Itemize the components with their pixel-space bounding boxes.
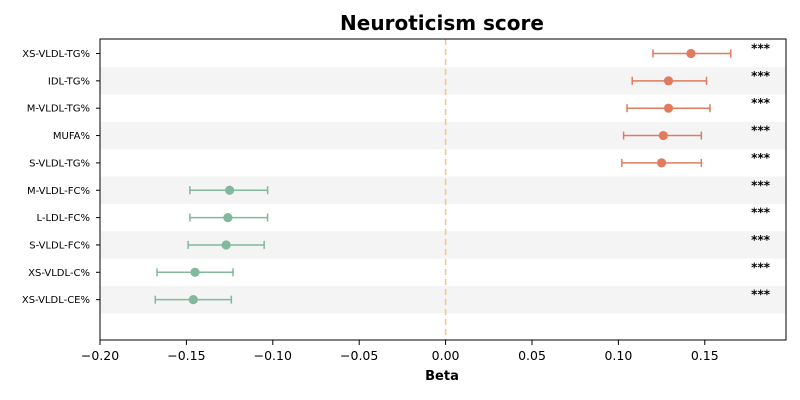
beta-point — [686, 48, 696, 59]
y-tick-label: M-VLDL-TG% — [27, 104, 90, 115]
x-tick-label: −0.10 — [254, 348, 292, 363]
x-tick-label: −0.05 — [340, 348, 378, 363]
y-tick-label: IDL-TG% — [48, 76, 90, 87]
significance-label: *** — [751, 206, 771, 220]
y-tick-label: S-VLDL-FC% — [29, 240, 90, 251]
significance-label: *** — [751, 178, 771, 192]
significance-label: *** — [751, 151, 771, 165]
x-tick-label: −0.15 — [167, 348, 205, 363]
beta-point — [223, 213, 233, 223]
beta-point — [658, 130, 668, 141]
significance-label: *** — [751, 69, 771, 83]
x-tick-label: 0.05 — [518, 348, 546, 363]
significance-label: *** — [751, 96, 771, 110]
beta-point — [190, 267, 200, 277]
y-tick-label: L-LDL-FC% — [36, 213, 90, 224]
y-tick-label: XS-VLDL-CE% — [22, 295, 90, 306]
chart-title: Neuroticism score — [340, 11, 544, 35]
significance-label: *** — [751, 288, 771, 302]
y-tick-label: XS-VLDL-TG% — [22, 49, 90, 60]
plot-frame — [99, 38, 787, 341]
significance-label: *** — [751, 124, 771, 138]
significance-label: *** — [751, 42, 771, 56]
beta-point — [663, 103, 674, 113]
significance-label: *** — [751, 260, 771, 274]
y-tick-label: XS-VLDL-C% — [28, 268, 90, 279]
x-tick-label: 0.00 — [432, 348, 460, 363]
x-tick-label: 0.10 — [604, 348, 632, 363]
beta-point — [224, 185, 235, 195]
beta-point — [663, 76, 674, 86]
data-marks — [154, 48, 732, 305]
x-tick-label: 0.15 — [691, 348, 719, 363]
y-axis: XS-VLDL-TG% IDL-TG% M-VLDL-TG% MUFA% S-VLDL-… — [22, 49, 100, 306]
beta-point — [656, 158, 667, 168]
beta-point — [221, 240, 231, 250]
y-tick-label: S-VLDL-TG% — [29, 158, 90, 169]
y-tick-label: M-VLDL-FC% — [27, 186, 90, 197]
significance-label: *** — [751, 233, 771, 247]
significance-labels: *** *** *** *** *** *** *** *** *** *** — [751, 42, 771, 302]
x-tick-label: −0.20 — [81, 348, 119, 363]
beta-point — [188, 295, 198, 305]
y-tick-label: MUFA% — [53, 131, 90, 142]
x-axis: −0.20 −0.15 −0.10 −0.05 0.00 0.05 0.10 0.15 — [81, 340, 719, 363]
x-axis-label: Beta — [425, 369, 459, 384]
